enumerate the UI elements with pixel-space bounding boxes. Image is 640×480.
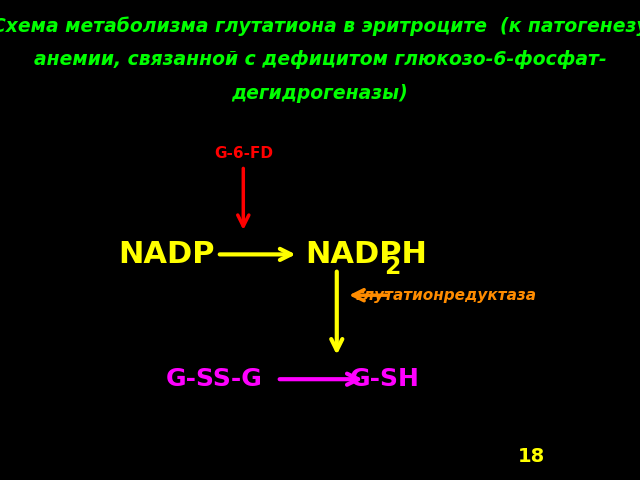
Text: анемии, связанной с дефицитом глюкозо-6-фосфат-: анемии, связанной с дефицитом глюкозо-6-… bbox=[34, 50, 606, 70]
Text: Схема метаболизма глутатиона в эритроците  (к патогенезу: Схема метаболизма глутатиона в эритроцит… bbox=[0, 17, 640, 36]
Text: G-SS-G: G-SS-G bbox=[166, 367, 263, 391]
Text: дегидрогеназы): дегидрогеназы) bbox=[232, 84, 408, 103]
Text: G-6-FD: G-6-FD bbox=[214, 146, 273, 161]
Text: NADP: NADP bbox=[118, 240, 215, 269]
Text: NADPH: NADPH bbox=[306, 240, 428, 269]
Text: G-SH: G-SH bbox=[350, 367, 420, 391]
Text: 2: 2 bbox=[384, 255, 400, 279]
Text: глутатионредуктаза: глутатионредуктаза bbox=[356, 288, 537, 303]
Text: 18: 18 bbox=[518, 446, 545, 466]
